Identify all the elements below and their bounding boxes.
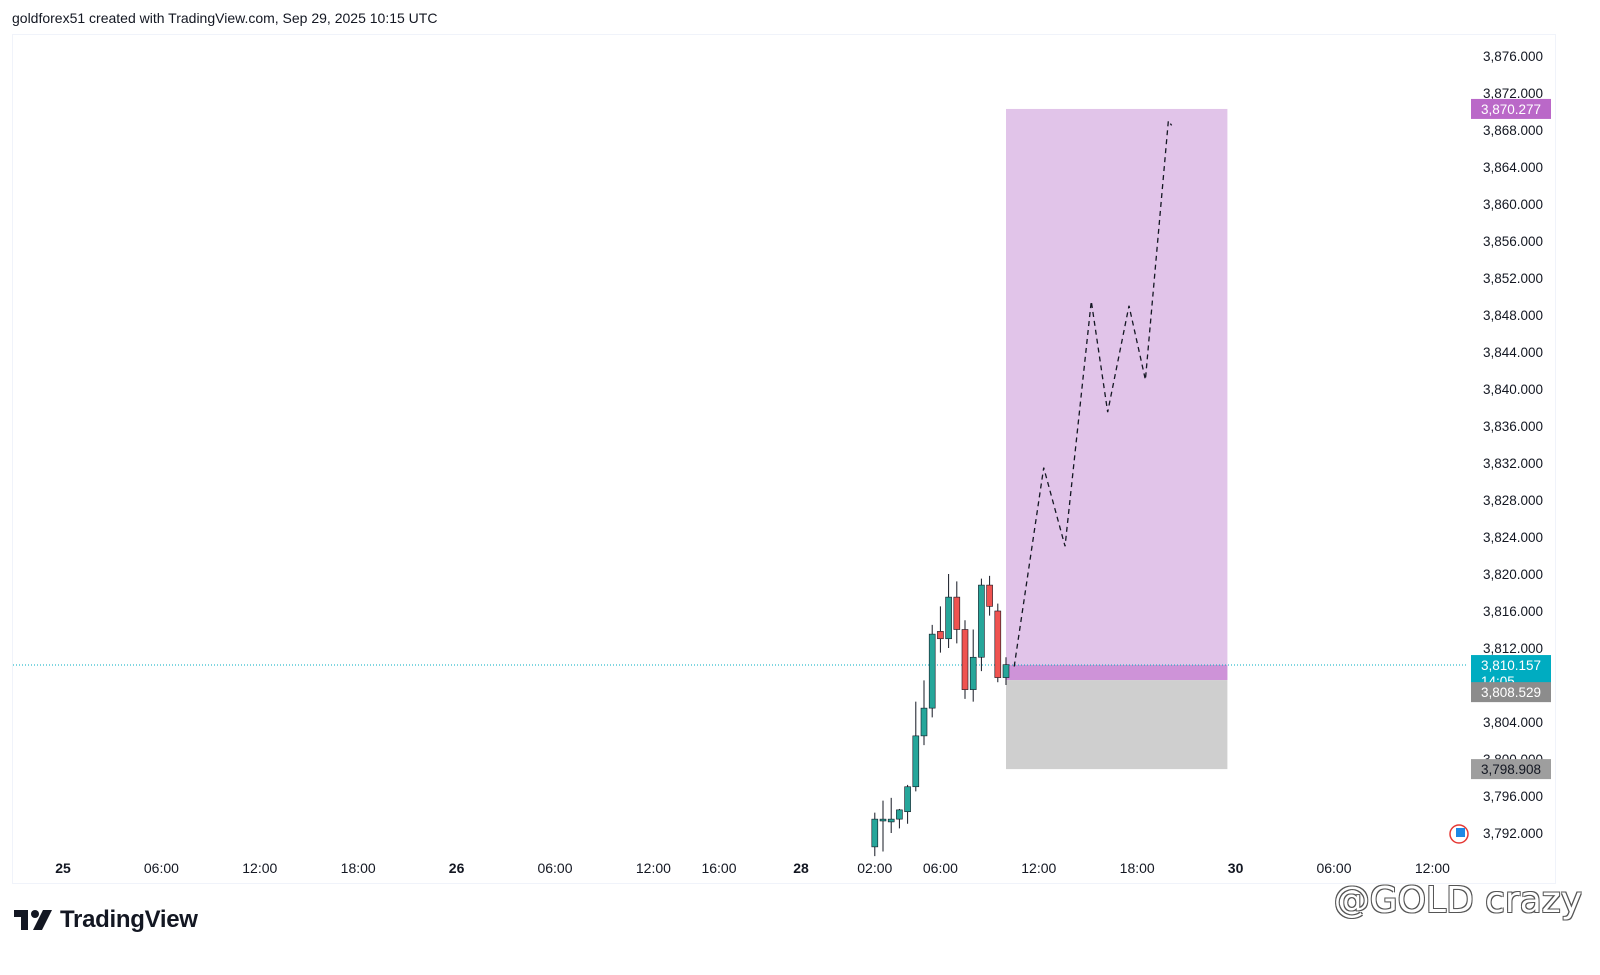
candle[interactable] [969,656,977,690]
time-tick-label: 18:00 [1120,860,1155,876]
candle[interactable] [871,818,879,848]
price-tick-label: 3,876.000 [1483,49,1543,64]
price-tick-label: 3,820.000 [1483,567,1543,582]
price-chart[interactable]: 3,876.000 3,872.000 3,868.000 3,864.000 3,86… [13,35,1555,883]
price-tick-label: 3,868.000 [1483,123,1543,138]
candle[interactable] [961,629,969,690]
entry-price-label: 3,808.529 [1481,685,1541,700]
price-tick-label: 3,860.000 [1483,197,1543,212]
currency-flag-icon-inner [1456,828,1465,837]
candle[interactable] [994,610,1002,678]
target-zone[interactable] [1006,108,1228,681]
time-tick-label: 12:00 [636,860,671,876]
candle[interactable] [887,818,895,823]
price-tick-label: 3,792.000 [1483,826,1543,841]
time-tick-label: 02:00 [857,860,892,876]
candle[interactable] [1002,664,1010,678]
time-tick-label: 06:00 [1316,860,1351,876]
stop-price-label: 3,798.908 [1481,762,1541,777]
time-tick-label: 25 [55,860,71,876]
candle[interactable] [920,707,928,737]
price-tick-label: 3,824.000 [1483,530,1543,545]
entry-price-label-bg [1471,682,1551,703]
target-price-label-bg [1471,98,1551,119]
price-tick-label: 3,812.000 [1483,641,1543,656]
candle[interactable] [879,818,887,822]
time-tick-label: 06:00 [144,860,179,876]
time-tick-label: 06:00 [923,860,958,876]
stop-zone[interactable] [1006,680,1228,770]
price-tick-label: 3,856.000 [1483,234,1543,249]
time-tick-label: 30 [1228,860,1244,876]
target-price-label: 3,870.277 [1481,102,1541,117]
candle[interactable] [953,596,961,630]
time-tick-label: 12:00 [1021,860,1056,876]
stop-price-label-bg [1471,759,1551,780]
candle[interactable] [937,631,944,640]
time-tick-label: 26 [449,860,465,876]
candle[interactable] [912,735,920,788]
time-tick-label: 18:00 [341,860,376,876]
time-tick-label: 12:00 [242,860,277,876]
time-tick-label: 12:00 [1415,860,1450,876]
time-tick-label: 16:00 [701,860,736,876]
watermark-text: @GOLD crazy [1333,880,1582,921]
price-tick-label: 3,852.000 [1483,271,1543,286]
time-tick-label: 28 [793,860,809,876]
price-tick-label: 3,840.000 [1483,382,1543,397]
price-tick-label: 3,844.000 [1483,345,1543,360]
chart-area[interactable]: 3,876.000 3,872.000 3,868.000 3,864.000 3,86… [12,34,1556,884]
price-tick-label: 3,836.000 [1483,419,1543,434]
price-tick-label: 3,816.000 [1483,604,1543,619]
price-tick-label: 3,796.000 [1483,789,1543,804]
forecast-path[interactable] [1013,118,1173,667]
candle[interactable] [945,596,952,640]
price-tick-label: 3,848.000 [1483,308,1543,323]
price-tick-label: 3,804.000 [1483,715,1543,730]
chart-attribution: goldforex51 created with TradingView.com… [12,10,438,26]
candle[interactable] [904,786,911,813]
candle[interactable] [986,584,993,607]
tradingview-logo: TradingView [14,904,198,936]
tradingview-wordmark: TradingView [60,906,198,933]
candle[interactable] [928,633,936,709]
price-tick-label: 3,872.000 [1483,86,1543,101]
entry-band [1006,665,1228,681]
time-tick-label: 06:00 [537,860,572,876]
candle[interactable] [978,584,985,658]
price-tick-label: 3,832.000 [1483,456,1543,471]
candle[interactable] [896,809,903,820]
price-tick-label: 3,864.000 [1483,160,1543,175]
price-tick-label: 3,828.000 [1483,493,1543,508]
tradingview-logo-icon [14,910,52,930]
current-price-label: 3,810.157 [1481,658,1541,673]
